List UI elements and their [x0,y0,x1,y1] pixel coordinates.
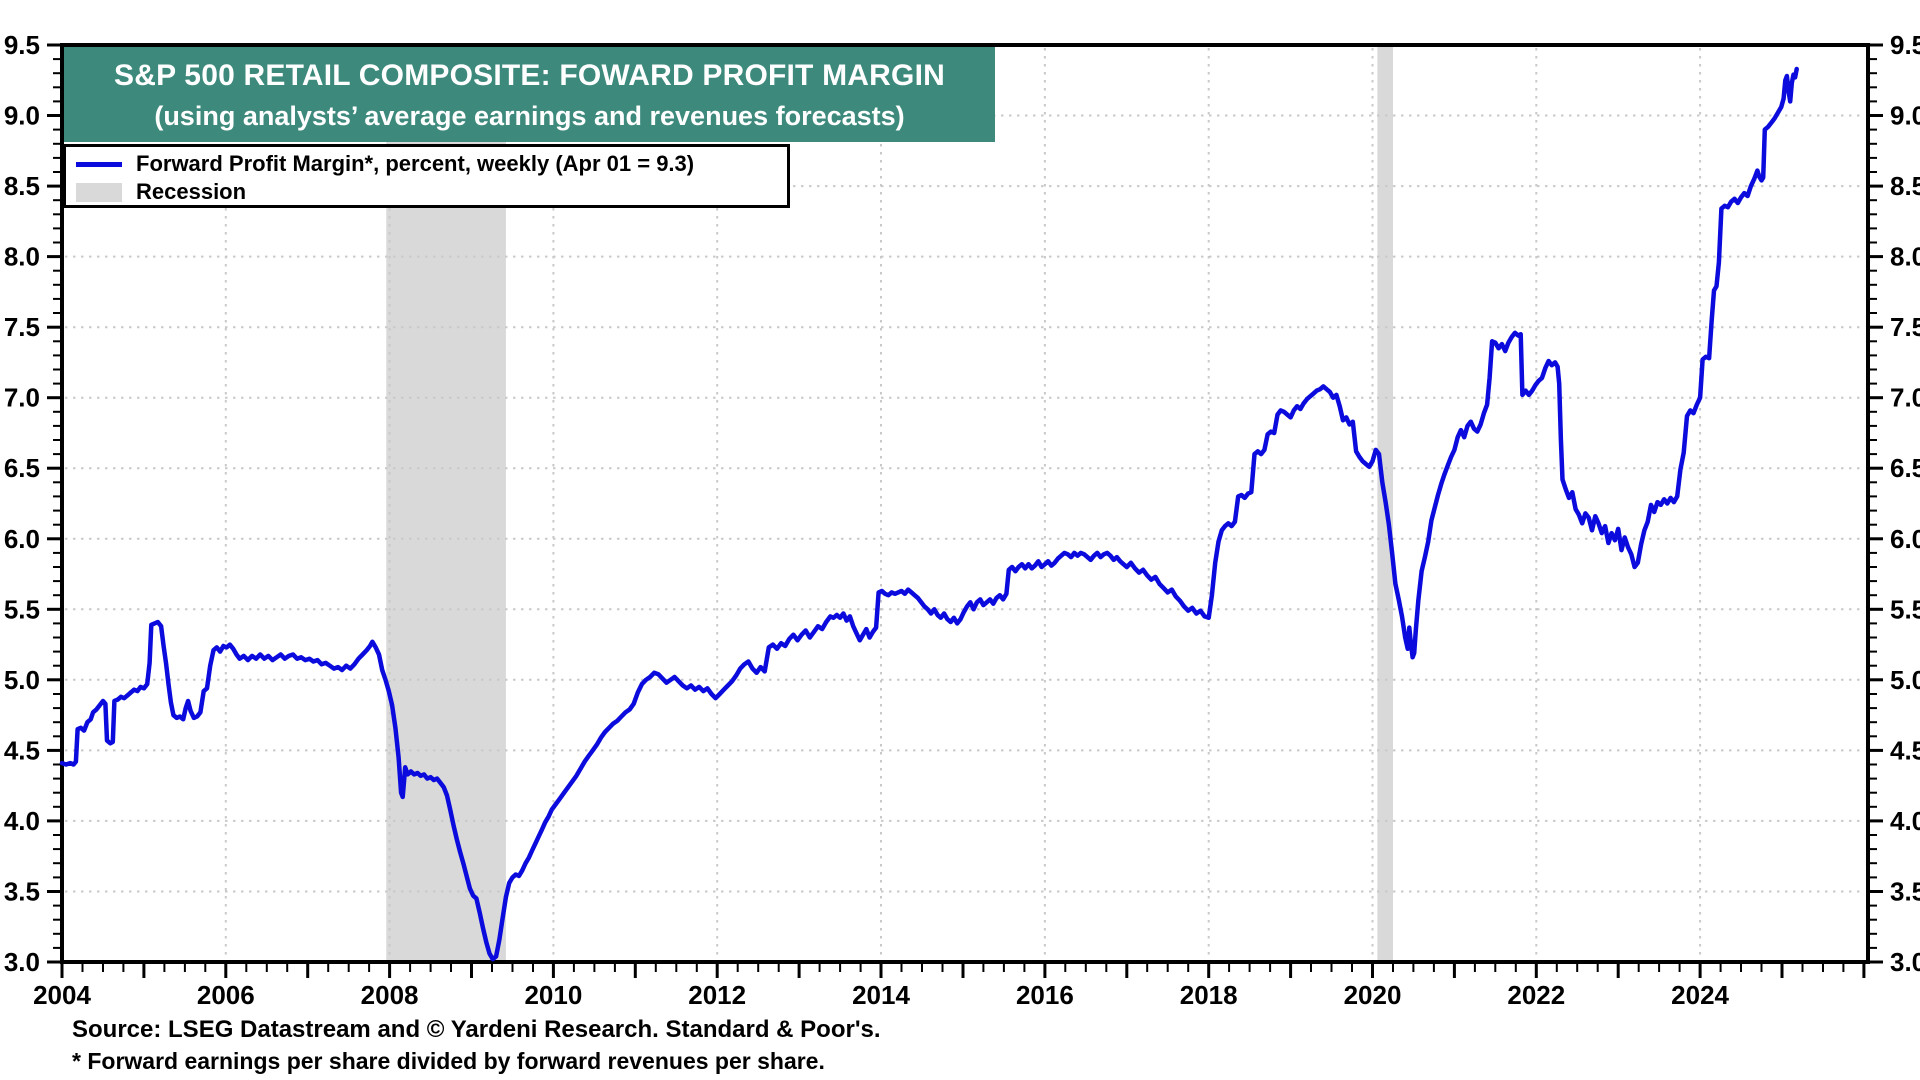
recession-swatch [76,182,122,202]
svg-text:3.5: 3.5 [1890,877,1920,907]
svg-text:9.5: 9.5 [1890,30,1920,60]
svg-text:2014: 2014 [852,980,910,1010]
svg-text:2006: 2006 [197,980,255,1010]
y-axis-labels: 3.0 3.0 3.5 3.5 4.0 4.0 4.5 4.5 5.0 5.0 5.5 5.5 6.0 6… [4,30,1920,977]
svg-text:5.0: 5.0 [1890,665,1920,695]
svg-text:2018: 2018 [1180,980,1238,1010]
svg-text:2008: 2008 [361,980,419,1010]
svg-text:3.0: 3.0 [1890,947,1920,977]
svg-text:7.0: 7.0 [4,383,40,413]
source-note: Source: LSEG Datastream and © Yardeni Re… [72,1016,881,1043]
svg-text:4.0: 4.0 [4,806,40,836]
series-line-swatch [76,161,122,167]
footnote: * Forward earnings per share divided by … [72,1048,825,1074]
svg-text:6.5: 6.5 [1890,453,1920,483]
legend: Forward Profit Margin*, percent, weekly … [63,144,790,208]
svg-text:9.5: 9.5 [4,30,40,60]
forward-profit-margin-line [59,66,1799,962]
plot-border [60,43,1870,964]
svg-text:2004: 2004 [33,980,91,1010]
svg-text:7.5: 7.5 [1890,312,1920,342]
svg-text:9.0: 9.0 [4,101,40,131]
svg-text:5.5: 5.5 [4,594,40,624]
x-axis-ticks [60,964,1866,978]
series-legend-label: Forward Profit Margin*, percent, weekly … [136,151,695,176]
chart-subtitle: (using analysts’ average earnings and re… [154,101,905,131]
svg-text:4.5: 4.5 [4,735,40,765]
svg-text:2012: 2012 [688,980,746,1010]
svg-text:6.0: 6.0 [1890,524,1920,554]
legend-row-recession: Recession [76,178,787,206]
svg-text:2020: 2020 [1344,980,1402,1010]
chart-title-box: S&P 500 RETAIL COMPOSITE: FOWARD PROFIT … [64,47,995,142]
svg-text:6.5: 6.5 [4,453,40,483]
svg-text:7.0: 7.0 [1890,383,1920,413]
svg-text:3.5: 3.5 [4,877,40,907]
svg-text:8.5: 8.5 [1890,171,1920,201]
recession-legend-label: Recession [136,179,247,204]
svg-text:3.0: 3.0 [4,947,40,977]
svg-text:8.0: 8.0 [1890,242,1920,272]
svg-text:5.5: 5.5 [1890,594,1920,624]
svg-text:2022: 2022 [1507,980,1565,1010]
svg-text:8.0: 8.0 [4,242,40,272]
svg-text:4.5: 4.5 [1890,735,1920,765]
chart-title: S&P 500 RETAIL COMPOSITE: FOWARD PROFIT … [114,59,945,92]
svg-text:2010: 2010 [524,980,582,1010]
svg-text:6.0: 6.0 [4,524,40,554]
svg-text:2024: 2024 [1671,980,1729,1010]
svg-text:9.0: 9.0 [1890,101,1920,131]
svg-text:5.0: 5.0 [4,665,40,695]
x-axis-labels: 2004 2006 2008 2010 2012 2014 2016 2018 2020 2022… [33,980,1729,1010]
y-axis-ticks [47,43,1883,964]
svg-text:8.5: 8.5 [4,171,40,201]
svg-text:2016: 2016 [1016,980,1074,1010]
legend-row-series: Forward Profit Margin*, percent, weekly … [76,150,787,178]
svg-text:4.0: 4.0 [1890,806,1920,836]
svg-text:7.5: 7.5 [4,312,40,342]
